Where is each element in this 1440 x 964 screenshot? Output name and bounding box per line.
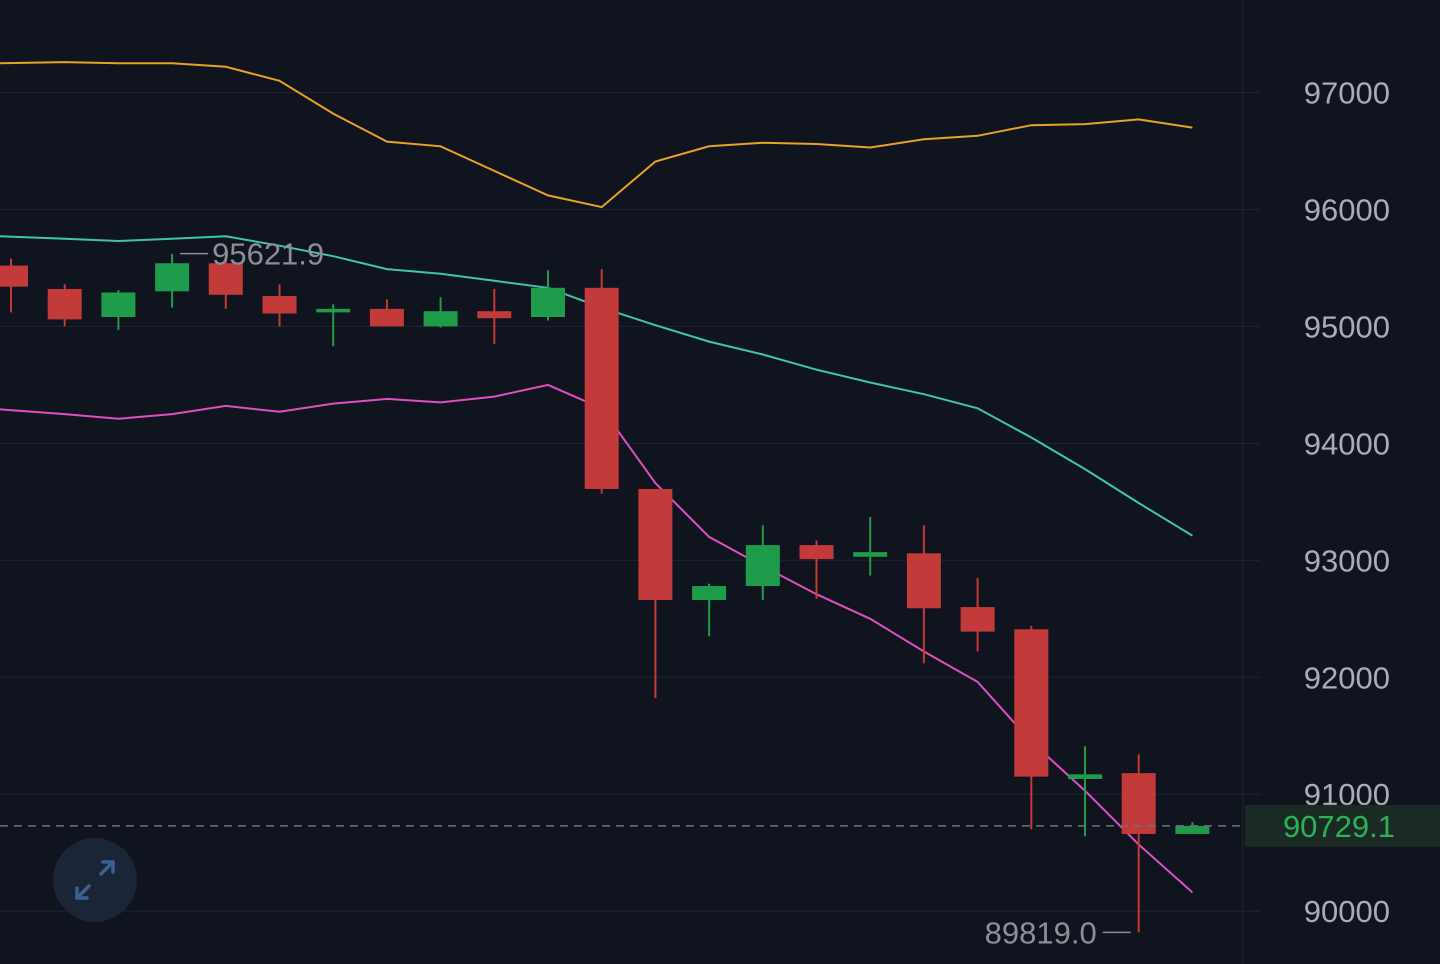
candles [0, 253, 1210, 933]
candle-body [423, 311, 458, 327]
candle [853, 517, 888, 576]
candle [960, 577, 995, 652]
y-tick-label: 96000 [1304, 192, 1390, 227]
current-price-label: 90729.1 [1283, 809, 1395, 844]
candle [0, 258, 28, 313]
y-tick-label: 97000 [1304, 76, 1390, 111]
candle-body [745, 545, 780, 587]
candle-body [1121, 773, 1156, 834]
candle-body [531, 287, 565, 318]
candle-body [960, 607, 995, 632]
candle-body [692, 586, 727, 601]
candle [531, 270, 565, 321]
current-price-tag [1245, 804, 1440, 847]
candle-body [799, 545, 834, 560]
candle [155, 253, 190, 308]
candle [47, 284, 82, 327]
expand-arrows-icon [75, 860, 115, 900]
y-tick-label: 92000 [1304, 660, 1390, 695]
candle [1014, 625, 1049, 830]
candle [423, 297, 458, 328]
candle-body [853, 552, 888, 557]
candle [477, 288, 512, 344]
candle-body [47, 288, 82, 320]
candle-body [584, 287, 619, 489]
low-marker-label: 89819.0 [985, 915, 1097, 950]
candle-body [101, 292, 136, 318]
candle [692, 583, 727, 637]
high-marker-label: 95621.9 [212, 237, 324, 272]
candle-body [316, 308, 351, 313]
candle [906, 525, 941, 664]
candle [208, 253, 243, 309]
candle-body [1175, 825, 1210, 834]
candle-body [1068, 774, 1102, 779]
candle-body [1014, 629, 1049, 777]
candle [262, 284, 297, 327]
bollinger-upper-line [0, 61, 1193, 209]
candle [1121, 754, 1156, 933]
candle [799, 540, 834, 599]
candle [101, 290, 136, 330]
candle-body [477, 311, 512, 319]
candle-body [208, 263, 243, 295]
candle [1175, 822, 1210, 834]
y-tick-label: 93000 [1304, 543, 1390, 578]
markers: 90729.1 95621.9 89819.0 [0, 237, 1440, 950]
candle [369, 299, 404, 327]
candle-body [155, 263, 190, 292]
candle-body [262, 295, 297, 314]
candle [1068, 746, 1102, 837]
y-tick-label: 94000 [1304, 426, 1390, 461]
candle-body [638, 488, 673, 601]
expand-button[interactable] [53, 838, 137, 922]
grid-lines [0, 0, 1260, 964]
candle [638, 488, 673, 699]
candle-body [369, 308, 404, 327]
candle-body [0, 265, 28, 287]
candle [745, 525, 780, 601]
candle [316, 304, 351, 347]
y-tick-label: 95000 [1304, 309, 1390, 344]
candle-body [906, 553, 941, 609]
candle [584, 269, 619, 494]
y-tick-label: 90000 [1304, 894, 1390, 929]
